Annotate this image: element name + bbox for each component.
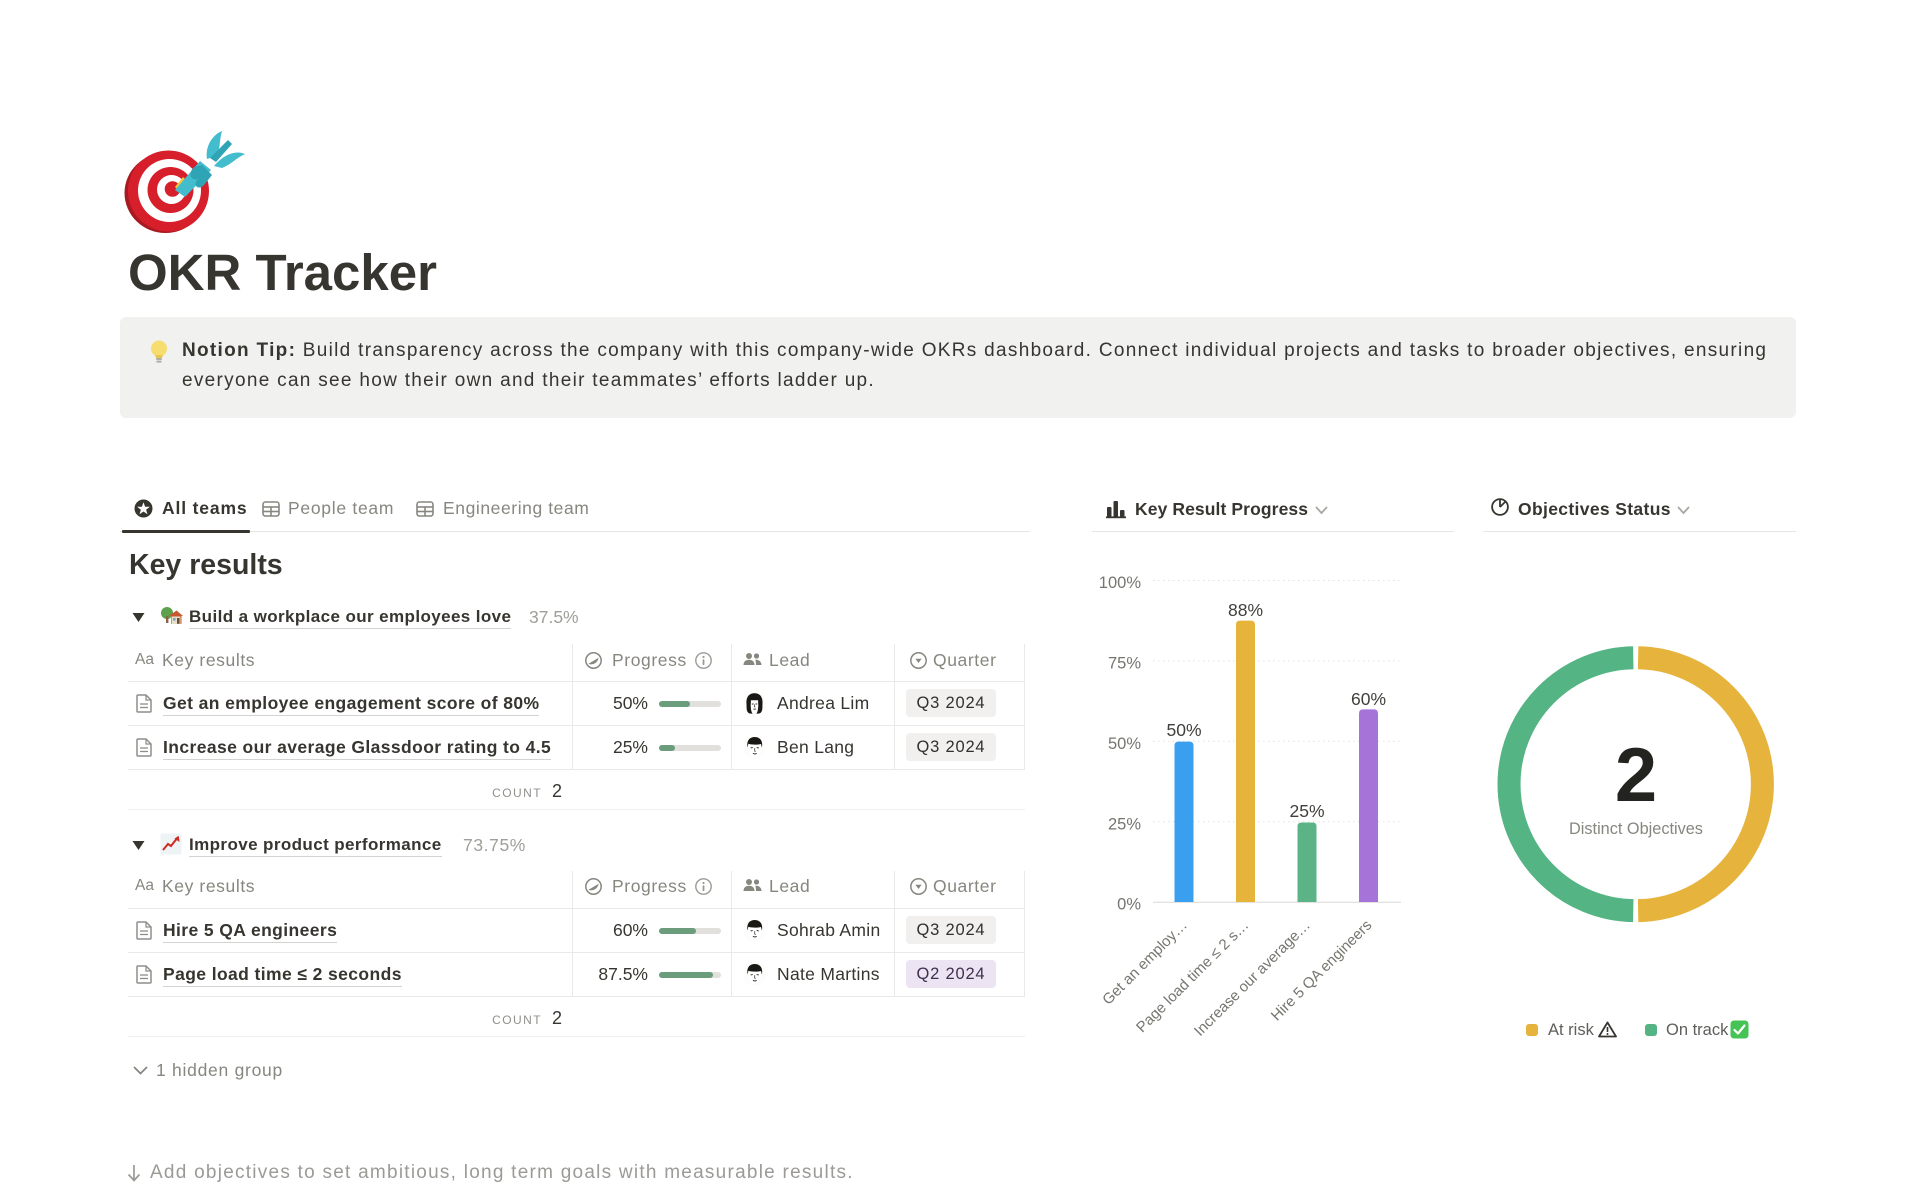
svg-text:0%: 0% (1117, 896, 1141, 914)
svg-text:Hire 5 QA engineers: Hire 5 QA engineers (1268, 917, 1376, 1025)
svg-text:Increase our average…: Increase our average… (1191, 917, 1314, 1040)
svg-text:88%: 88% (1228, 600, 1263, 620)
svg-text:Page load time ≤ 2 s…: Page load time ≤ 2 s… (1133, 917, 1252, 1036)
svg-text:25%: 25% (1289, 801, 1324, 821)
svg-text:50%: 50% (1108, 735, 1141, 753)
svg-text:25%: 25% (1108, 815, 1141, 833)
svg-text:50%: 50% (1166, 720, 1201, 740)
svg-text:60%: 60% (1351, 689, 1386, 709)
svg-text:100%: 100% (1099, 574, 1142, 592)
svg-text:75%: 75% (1108, 654, 1141, 672)
